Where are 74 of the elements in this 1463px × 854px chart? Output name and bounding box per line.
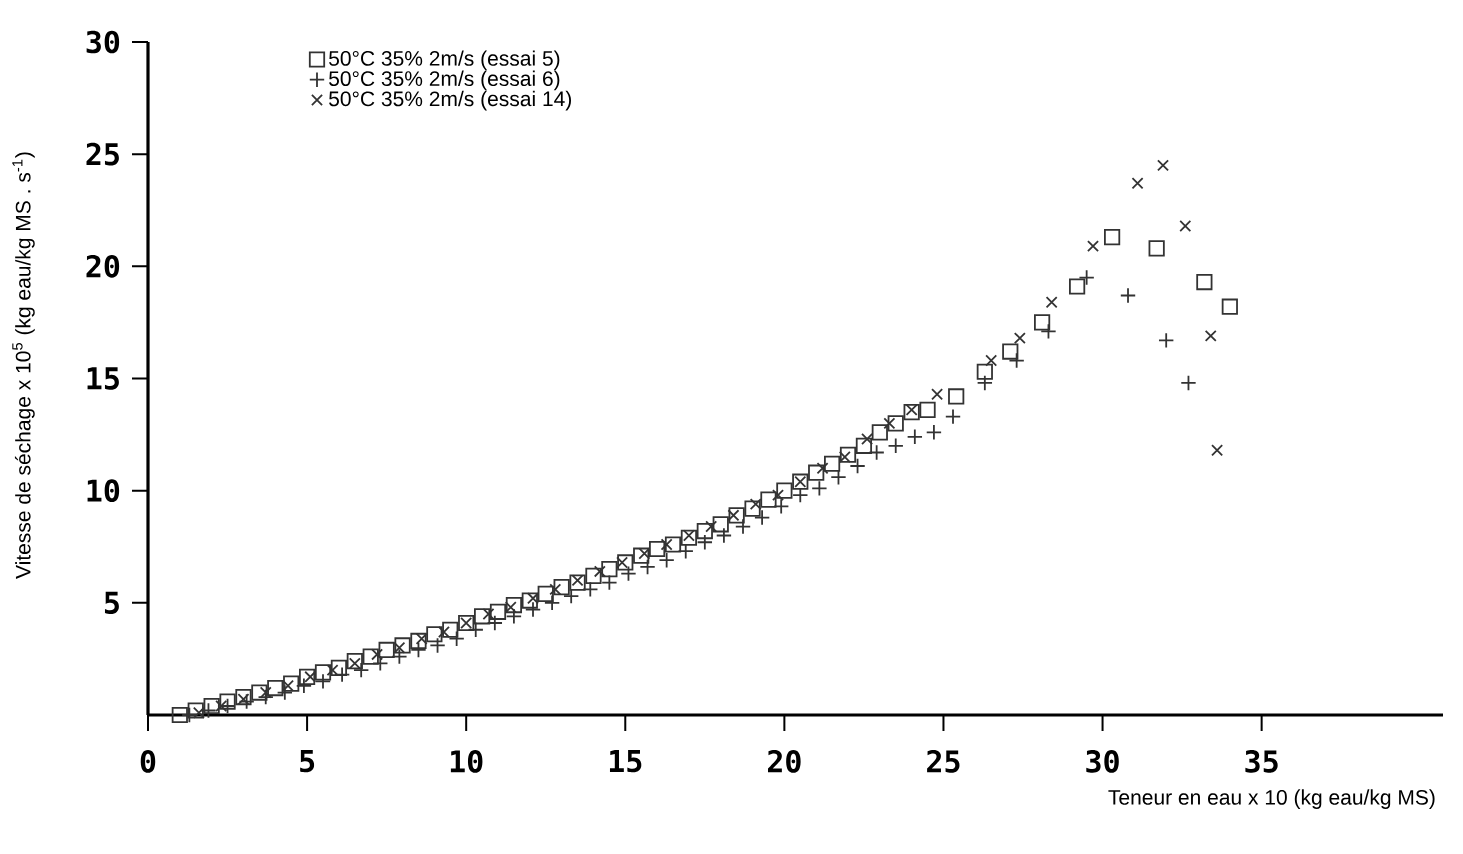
y-tick-label: 30 [86,30,120,54]
point [442,621,459,638]
point [976,363,993,380]
point [192,706,205,719]
x-tick-label: 0 [140,750,156,773]
point [871,424,888,441]
legend-label: 50°C 35% 2m/s (essai 14) [329,90,572,111]
point [839,446,857,463]
point [1221,298,1238,315]
point [203,697,220,715]
point [571,574,584,587]
point [283,675,300,692]
point [883,417,896,430]
point [931,388,944,401]
y-tick-label: 25 [86,142,119,166]
point [696,522,713,540]
point [1104,229,1121,246]
point [549,583,562,596]
point [660,538,673,551]
point [948,388,965,405]
x-tick-label: 25 [927,750,960,773]
point [680,529,698,546]
point [505,596,523,614]
point [1148,240,1165,257]
point [808,464,825,481]
x-tick-label: 35 [1245,750,1278,773]
point [1045,296,1058,309]
point [1196,273,1213,291]
x-tick-label: 15 [609,750,642,773]
y-tick-label: 20 [86,254,120,278]
point [1087,240,1099,253]
x-tick-label: 5 [300,750,315,773]
point [1211,444,1224,457]
point [235,688,252,706]
point [1034,314,1051,331]
point [251,684,268,701]
point [1013,332,1026,345]
y-tick-label: 15 [87,367,119,390]
point [664,536,682,553]
point [903,404,920,421]
point [585,567,602,584]
point [861,433,874,446]
point [1179,219,1192,232]
point [682,529,695,542]
x-axis-title: Teneur en eau x 10 (kg eau/kg MS) [1108,789,1435,809]
x-tick-label: 10 [450,750,483,773]
point [855,437,873,454]
point [362,648,379,665]
x-tick-label: 20 [768,750,801,773]
point [553,579,570,596]
legend-label: 50°C 35% 2m/s (essai 6) [329,70,560,91]
y-tick-label: 5 [104,591,119,614]
point [985,354,998,367]
point [187,702,204,719]
point [772,489,784,502]
point [1204,329,1217,342]
point [1069,278,1086,295]
point [776,482,793,499]
point [394,637,411,654]
legend-label: 50°C 35% 2m/s (essai 5) [329,50,560,70]
point [171,706,188,724]
point [919,401,936,418]
x-tick-label: 30 [1086,750,1119,773]
point [887,415,904,432]
point [1131,177,1144,190]
point [569,574,586,591]
point [617,554,634,571]
y-axis-title: Vitesse de séchage x 10$^{5}$ (kg eau/kg MS . s$^{-1}$) [12,152,35,579]
point [1002,343,1019,360]
point [728,507,745,524]
point [1157,159,1169,172]
point [474,608,491,625]
y-tick-label: 10 [87,479,120,503]
point [346,653,363,670]
